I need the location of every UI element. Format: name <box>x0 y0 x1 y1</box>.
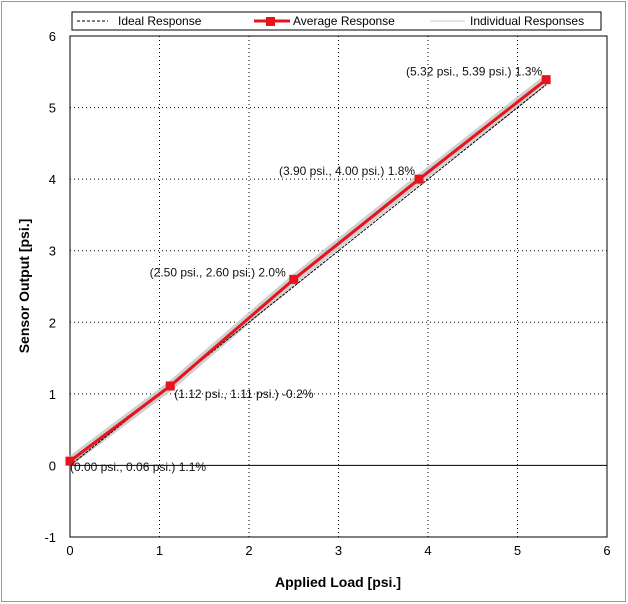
x-axis-ticks: 0 1 2 3 4 5 6 <box>66 543 610 558</box>
average-response-marker <box>541 75 551 85</box>
legend: Ideal Response Average Response Individu… <box>71 11 602 31</box>
average-response-marker <box>65 456 75 466</box>
legend-label-individual-responses: Individual Responses <box>470 14 584 28</box>
x-tick-label: 6 <box>603 543 610 558</box>
x-tick-label: 0 <box>66 543 73 558</box>
grid <box>70 36 607 537</box>
y-tick-label: 1 <box>49 387 56 402</box>
x-tick-label: 3 <box>335 543 342 558</box>
y-axis-title: Sensor Output [psi.] <box>16 219 32 354</box>
x-tick-label: 5 <box>514 543 521 558</box>
data-point-annotation: (2.50 psi., 2.60 psi.) 2.0% <box>150 265 286 279</box>
data-point-annotation: (3.90 psi., 4.00 psi.) 1.8% <box>279 164 415 178</box>
y-tick-label: 4 <box>49 172 56 187</box>
legend-swatch-average-marker <box>266 17 275 26</box>
average-response-marker <box>165 381 175 391</box>
average-response-marker <box>414 174 424 184</box>
y-axis-ticks: -1 0 1 2 3 4 5 6 <box>44 29 56 545</box>
y-tick-label: 0 <box>49 458 56 473</box>
average-response-marker <box>289 274 299 284</box>
legend-label-ideal-response: Ideal Response <box>118 14 202 28</box>
series-layer <box>65 75 551 466</box>
y-tick-label: -1 <box>44 530 56 545</box>
data-point-annotation: (5.32 psi., 5.39 psi.) 1.3% <box>406 65 542 79</box>
x-axis-title: Applied Load [psi.] <box>275 574 401 590</box>
annotations: (0.00 psi., 0.06 psi.) 1.1% (1.12 psi., 1… <box>70 65 542 474</box>
y-tick-label: 2 <box>49 315 56 330</box>
x-tick-label: 1 <box>156 543 163 558</box>
y-tick-label: 3 <box>49 244 56 259</box>
data-point-annotation: (0.00 psi., 0.06 psi.) 1.1% <box>70 460 206 474</box>
x-tick-label: 4 <box>424 543 431 558</box>
plot-area <box>69 35 608 538</box>
x-tick-label: 2 <box>245 543 252 558</box>
y-tick-label: 5 <box>49 101 56 116</box>
legend-box <box>71 11 602 31</box>
data-point-annotation: (1.12 psi., 1.11 psi.) -0.2% <box>174 387 314 401</box>
y-tick-label: 6 <box>49 29 56 44</box>
legend-label-average-response: Average Response <box>293 14 395 28</box>
